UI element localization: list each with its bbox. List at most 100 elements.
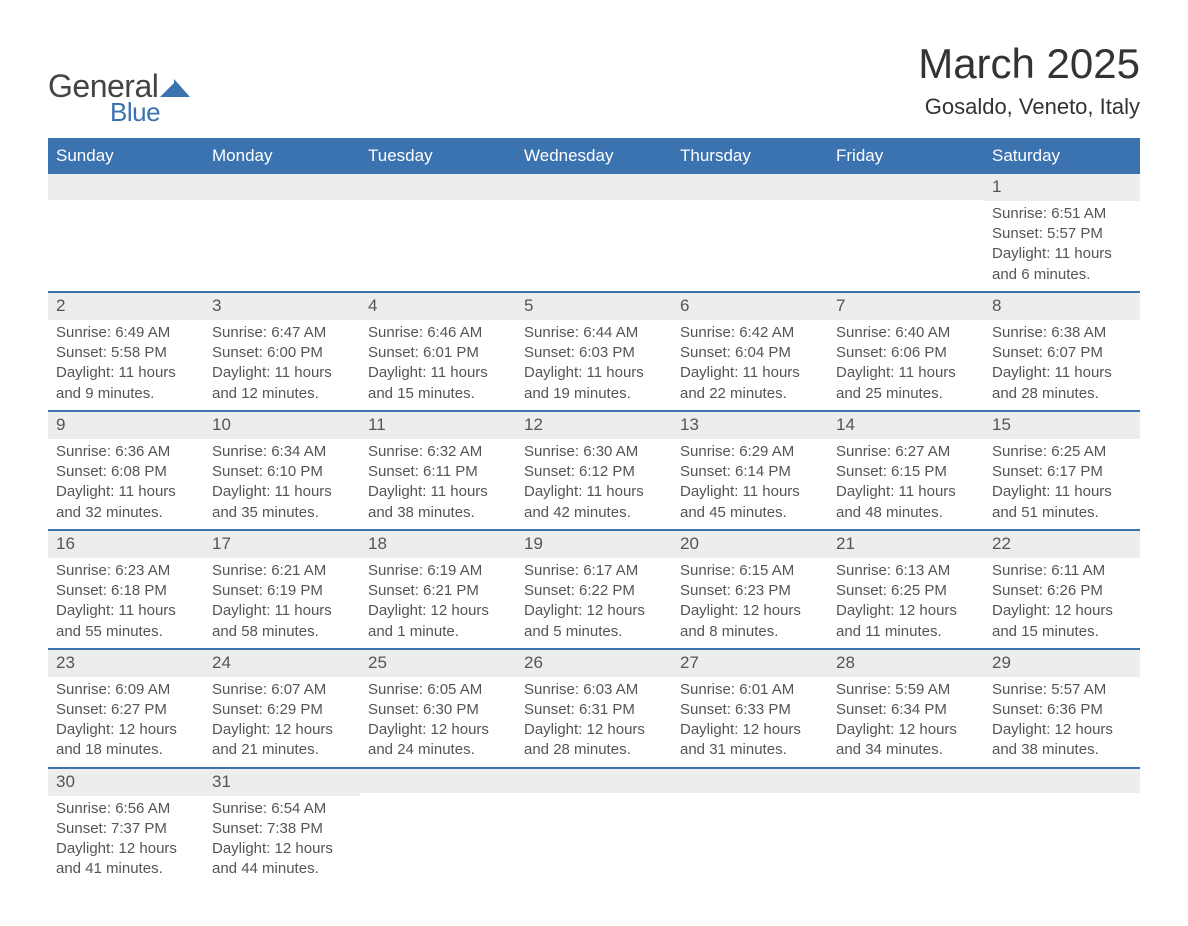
day-details: Sunrise: 6:21 AMSunset: 6:19 PMDaylight:… xyxy=(204,558,360,648)
daylight-line: Daylight: 12 hours and 34 minutes. xyxy=(836,720,976,761)
day-number: 22 xyxy=(984,529,1140,558)
sunrise-line: Sunrise: 6:23 AM xyxy=(56,561,196,581)
calendar-cell: 21Sunrise: 6:13 AMSunset: 6:25 PMDayligh… xyxy=(828,529,984,648)
day-details xyxy=(516,793,672,802)
sunset-line: Sunset: 6:30 PM xyxy=(368,700,508,720)
sunrise-line: Sunrise: 6:01 AM xyxy=(680,680,820,700)
day-number: 5 xyxy=(516,291,672,320)
day-details: Sunrise: 6:17 AMSunset: 6:22 PMDaylight:… xyxy=(516,558,672,648)
sunset-line: Sunset: 6:11 PM xyxy=(368,462,508,482)
day-number: 11 xyxy=(360,410,516,439)
sunset-line: Sunset: 6:14 PM xyxy=(680,462,820,482)
sunset-line: Sunset: 6:34 PM xyxy=(836,700,976,720)
day-details: Sunrise: 6:51 AMSunset: 5:57 PMDaylight:… xyxy=(984,201,1140,291)
calendar-cell: 22Sunrise: 6:11 AMSunset: 6:26 PMDayligh… xyxy=(984,529,1140,648)
daylight-line: Daylight: 12 hours and 31 minutes. xyxy=(680,720,820,761)
sunset-line: Sunset: 6:31 PM xyxy=(524,700,664,720)
day-details xyxy=(516,200,672,209)
sunset-line: Sunset: 6:25 PM xyxy=(836,581,976,601)
sunset-line: Sunset: 6:17 PM xyxy=(992,462,1132,482)
calendar-cell: 26Sunrise: 6:03 AMSunset: 6:31 PMDayligh… xyxy=(516,648,672,767)
calendar-cell: 24Sunrise: 6:07 AMSunset: 6:29 PMDayligh… xyxy=(204,648,360,767)
sunset-line: Sunset: 5:58 PM xyxy=(56,343,196,363)
sunrise-line: Sunrise: 6:13 AM xyxy=(836,561,976,581)
sunset-line: Sunset: 6:36 PM xyxy=(992,700,1132,720)
calendar-cell: 14Sunrise: 6:27 AMSunset: 6:15 PMDayligh… xyxy=(828,410,984,529)
calendar-cell xyxy=(516,767,672,886)
calendar-cell: 4Sunrise: 6:46 AMSunset: 6:01 PMDaylight… xyxy=(360,291,516,410)
day-details: Sunrise: 6:05 AMSunset: 6:30 PMDaylight:… xyxy=(360,677,516,767)
daylight-line: Daylight: 11 hours and 48 minutes. xyxy=(836,482,976,523)
sunrise-line: Sunrise: 6:09 AM xyxy=(56,680,196,700)
day-details xyxy=(672,200,828,209)
day-number: 10 xyxy=(204,410,360,439)
day-number xyxy=(828,767,984,793)
daylight-line: Daylight: 12 hours and 8 minutes. xyxy=(680,601,820,642)
calendar-cell: 10Sunrise: 6:34 AMSunset: 6:10 PMDayligh… xyxy=(204,410,360,529)
sunrise-line: Sunrise: 6:47 AM xyxy=(212,323,352,343)
calendar-cell: 30Sunrise: 6:56 AMSunset: 7:37 PMDayligh… xyxy=(48,767,204,886)
sunrise-line: Sunrise: 6:38 AM xyxy=(992,323,1132,343)
daylight-line: Daylight: 11 hours and 12 minutes. xyxy=(212,363,352,404)
calendar-cell: 25Sunrise: 6:05 AMSunset: 6:30 PMDayligh… xyxy=(360,648,516,767)
day-number: 16 xyxy=(48,529,204,558)
calendar-cell xyxy=(516,174,672,291)
daylight-line: Daylight: 11 hours and 32 minutes. xyxy=(56,482,196,523)
calendar-cell: 7Sunrise: 6:40 AMSunset: 6:06 PMDaylight… xyxy=(828,291,984,410)
sunrise-line: Sunrise: 6:46 AM xyxy=(368,323,508,343)
calendar-cell xyxy=(672,174,828,291)
calendar-body: 1Sunrise: 6:51 AMSunset: 5:57 PMDaylight… xyxy=(48,174,1140,886)
sunrise-line: Sunrise: 6:03 AM xyxy=(524,680,664,700)
weekday-header: Monday xyxy=(204,138,360,174)
day-details xyxy=(360,793,516,802)
sunrise-line: Sunrise: 6:29 AM xyxy=(680,442,820,462)
day-number xyxy=(828,174,984,200)
calendar-cell: 13 Sunrise: 6:29 AMSunset: 6:14 PMDayligh… xyxy=(672,410,828,529)
day-details: Sunrise: 6:27 AMSunset: 6:15 PMDaylight:… xyxy=(828,439,984,529)
sunrise-line: Sunrise: 6:17 AM xyxy=(524,561,664,581)
daylight-line: Daylight: 11 hours and 45 minutes. xyxy=(680,482,820,523)
daylight-line: Daylight: 11 hours and 38 minutes. xyxy=(368,482,508,523)
day-number xyxy=(984,767,1140,793)
day-details xyxy=(828,793,984,802)
sunset-line: Sunset: 6:04 PM xyxy=(680,343,820,363)
sunrise-line: Sunrise: 6:40 AM xyxy=(836,323,976,343)
day-number: 3 xyxy=(204,291,360,320)
sunset-line: Sunset: 6:15 PM xyxy=(836,462,976,482)
day-details: Sunrise: 6:01 AMSunset: 6:33 PMDaylight:… xyxy=(672,677,828,767)
day-number: 2 xyxy=(48,291,204,320)
day-number xyxy=(360,767,516,793)
sunset-line: Sunset: 6:23 PM xyxy=(680,581,820,601)
day-number xyxy=(672,767,828,793)
calendar-cell: 31Sunrise: 6:54 AMSunset: 7:38 PMDayligh… xyxy=(204,767,360,886)
day-details: Sunrise: 5:57 AMSunset: 6:36 PMDaylight:… xyxy=(984,677,1140,767)
calendar-cell xyxy=(360,767,516,886)
page-subtitle: Gosaldo, Veneto, Italy xyxy=(918,94,1140,120)
sunrise-line: Sunrise: 6:49 AM xyxy=(56,323,196,343)
day-details: Sunrise: 6:19 AMSunset: 6:21 PMDaylight:… xyxy=(360,558,516,648)
day-details xyxy=(984,793,1140,802)
day-details: Sunrise: 6:36 AMSunset: 6:08 PMDaylight:… xyxy=(48,439,204,529)
calendar-cell xyxy=(828,767,984,886)
day-number: 13 xyxy=(672,410,828,439)
sunset-line: Sunset: 6:08 PM xyxy=(56,462,196,482)
daylight-line: Daylight: 12 hours and 38 minutes. xyxy=(992,720,1132,761)
day-number xyxy=(204,174,360,200)
day-number: 20 xyxy=(672,529,828,558)
day-details: Sunrise: 6:42 AMSunset: 6:04 PMDaylight:… xyxy=(672,320,828,410)
day-details: Sunrise: 6:34 AMSunset: 6:10 PMDaylight:… xyxy=(204,439,360,529)
sunset-line: Sunset: 5:57 PM xyxy=(992,224,1132,244)
sunrise-line: Sunrise: 6:07 AM xyxy=(212,680,352,700)
day-details: Sunrise: 6:03 AMSunset: 6:31 PMDaylight:… xyxy=(516,677,672,767)
daylight-line: Daylight: 11 hours and 6 minutes. xyxy=(992,244,1132,285)
sunset-line: Sunset: 6:12 PM xyxy=(524,462,664,482)
day-number: 6 xyxy=(672,291,828,320)
sunrise-line: Sunrise: 6:11 AM xyxy=(992,561,1132,581)
sunrise-line: Sunrise: 6:05 AM xyxy=(368,680,508,700)
day-details: Sunrise: 6:30 AMSunset: 6:12 PMDaylight:… xyxy=(516,439,672,529)
header: General Blue March 2025 Gosaldo, Veneto,… xyxy=(48,40,1140,128)
daylight-line: Daylight: 11 hours and 9 minutes. xyxy=(56,363,196,404)
sunrise-line: Sunrise: 6:44 AM xyxy=(524,323,664,343)
day-number: 8 xyxy=(984,291,1140,320)
sunset-line: Sunset: 6:10 PM xyxy=(212,462,352,482)
